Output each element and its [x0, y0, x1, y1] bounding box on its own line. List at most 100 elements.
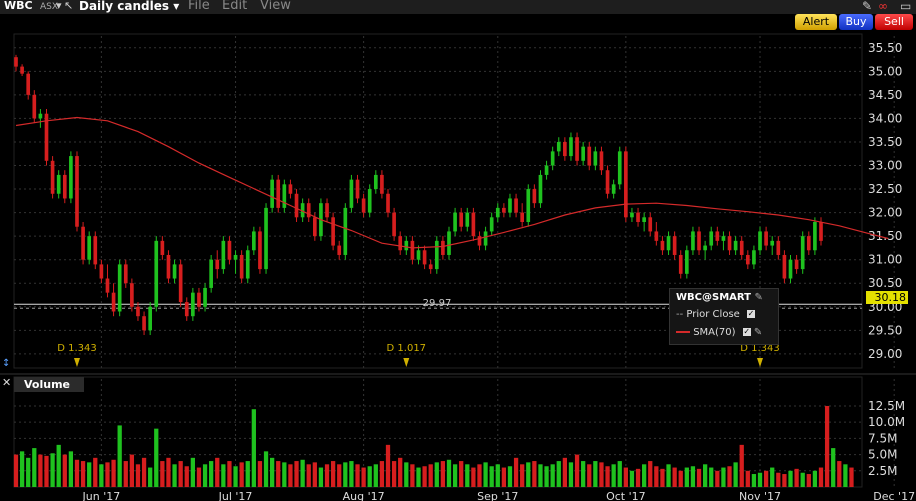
candle-body: [221, 240, 226, 270]
volume-bar: [337, 464, 342, 487]
candle-body: [380, 174, 384, 194]
candle-body: [111, 292, 116, 312]
volume-bar: [300, 459, 305, 487]
volume-bar: [202, 464, 208, 487]
candle-body: [386, 193, 390, 213]
candle-body: [813, 222, 817, 251]
candle-body: [361, 198, 366, 213]
volume-bar: [74, 459, 80, 487]
wrench-icon[interactable]: ✎: [862, 0, 873, 13]
volume-bar: [672, 467, 677, 487]
candle-body: [502, 207, 506, 213]
candle-body: [62, 174, 67, 199]
volume-bar: [379, 461, 385, 487]
candle-body: [587, 146, 592, 166]
volume-bar: [471, 467, 476, 487]
candle-body: [227, 240, 232, 260]
candle-body: [770, 240, 775, 246]
candle-body: [20, 66, 24, 74]
volume-bar: [129, 454, 135, 487]
volume-tick-label: 12.5M: [868, 399, 905, 413]
candle-body: [660, 240, 665, 251]
period-select[interactable]: Daily candles ▾: [79, 0, 180, 13]
volume-bar: [312, 462, 317, 487]
candle-body: [556, 141, 561, 152]
wrench-small-icon[interactable]: ✎: [754, 292, 763, 303]
volume-bar: [459, 461, 464, 487]
ticker-symbol[interactable]: WBC: [4, 0, 33, 12]
menu-view[interactable]: View: [260, 0, 291, 13]
price-tick-label: 29.00: [868, 347, 902, 361]
volume-bar: [184, 466, 189, 487]
volume-bar: [26, 457, 31, 487]
volume-bar: [495, 464, 500, 487]
cursor-icon[interactable]: ↖: [64, 0, 74, 12]
menu-edit[interactable]: Edit: [222, 0, 248, 13]
legend-prior-close: -- Prior Close ✓: [676, 309, 755, 320]
month-label: Jun '17: [82, 490, 121, 501]
dropdown-arrow-icon[interactable]: ▾: [56, 0, 62, 12]
legend-sma: SMA(70) ✓ ✎: [676, 327, 762, 338]
buy-button[interactable]: Buy: [839, 14, 873, 30]
candle-body: [550, 151, 555, 166]
period-label: Daily candles: [79, 0, 170, 13]
volume-bar: [513, 457, 519, 487]
legend-title-text: WBC@SMART: [676, 292, 751, 303]
sma-checkbox[interactable]: ✓: [742, 327, 751, 336]
volume-bar: [62, 454, 67, 487]
volume-bar: [50, 453, 55, 487]
volume-bar: [715, 470, 720, 487]
candle-body: [672, 236, 677, 255]
price-tick-label: 35.50: [868, 41, 902, 55]
candle-body: [617, 151, 622, 185]
volume-bar: [648, 461, 653, 487]
candle-body: [75, 156, 79, 227]
volume-bar: [709, 467, 714, 487]
candle-body: [428, 264, 433, 270]
volume-bar: [32, 448, 37, 487]
volume-bar: [385, 444, 391, 487]
chart-legend: WBC@SMART ✎ -- Prior Close ✓ SMA(70) ✓ ✎: [669, 288, 779, 345]
sell-button[interactable]: Sell: [875, 14, 913, 30]
candle-body: [343, 207, 348, 255]
candle-body: [593, 151, 598, 166]
volume-bar: [806, 474, 811, 487]
last-price-tag: 30.18: [866, 291, 908, 304]
volume-bar: [520, 464, 525, 487]
volume-bar: [87, 462, 92, 487]
volume-bar: [141, 457, 147, 487]
candle-body: [678, 254, 683, 274]
candle-body: [447, 231, 451, 255]
volume-bar: [282, 462, 287, 487]
candle-body: [526, 189, 531, 223]
candle-body: [508, 198, 512, 213]
link-icon[interactable]: ∞: [878, 0, 888, 13]
candle-body: [349, 179, 354, 208]
price-tick-label: 34.00: [868, 111, 902, 125]
candle-body: [325, 203, 329, 218]
volume-tick-label: 2.5M: [868, 464, 897, 478]
detach-icon[interactable]: ▭: [900, 0, 912, 13]
price-panel-frame: [13, 33, 863, 369]
candle-body: [245, 250, 250, 279]
candle-body: [752, 250, 756, 265]
candle-body: [691, 231, 695, 251]
volume-bar: [556, 461, 561, 487]
volume-bar: [422, 466, 427, 487]
candle-body: [520, 212, 525, 223]
alert-button[interactable]: Alert: [795, 14, 837, 30]
prior-close-checkbox[interactable]: ✓: [747, 309, 755, 318]
sma-settings-icon[interactable]: ✎: [753, 327, 763, 338]
candle-body: [544, 165, 549, 175]
legend-sma-label: SMA(70): [693, 327, 736, 338]
candle-body: [252, 231, 256, 251]
candle-body: [404, 240, 409, 251]
candle-body: [99, 264, 104, 279]
volume-bar: [44, 455, 49, 487]
month-label: Sep '17: [477, 490, 518, 501]
menu-file[interactable]: File: [188, 0, 210, 13]
volume-bar: [702, 464, 708, 487]
volume-bar: [666, 464, 671, 487]
volume-bar: [623, 467, 628, 487]
